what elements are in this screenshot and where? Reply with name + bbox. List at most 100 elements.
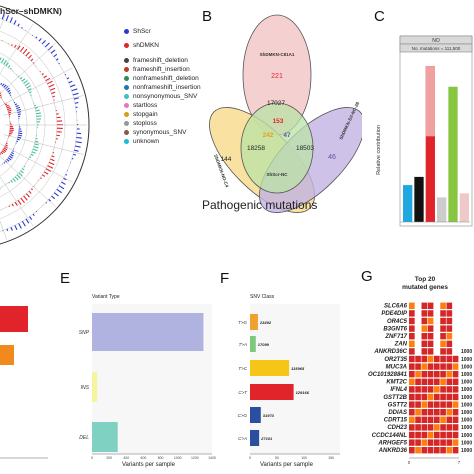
variant-legend-item: unknown [124, 137, 224, 146]
panel-f-bar [250, 407, 261, 423]
panel-c-letter: C [374, 8, 385, 25]
panel-g-cell [452, 302, 459, 309]
circos-mark [17, 113, 21, 116]
panel-g-cell [446, 378, 453, 385]
panel-g-cell [446, 348, 453, 355]
circos-mark [35, 109, 40, 112]
panel-f-legend-title: SNV Class [250, 294, 275, 300]
circos-mark [6, 158, 10, 162]
circos-mark [10, 180, 13, 183]
panel-g-chart: SLC6A6PDE4DIPOR4C5B3GNT6ZNF717ZANANKRD36… [368, 302, 472, 465]
panel-g-cell [440, 348, 446, 355]
panel-g-gene-label: PDE4DIP [381, 311, 408, 317]
panel-g-gene-label: CDRT15 [384, 418, 408, 424]
circos-mark [6, 228, 9, 231]
panel-f-category-label: C>A [238, 436, 247, 441]
panel-g-cell [440, 355, 446, 363]
panel-g-cell [434, 340, 440, 347]
panel-g-cell [452, 340, 459, 347]
circos-mark [25, 193, 30, 198]
circos-mark [23, 195, 28, 201]
panel-g-cell [452, 371, 459, 378]
panel-g-cell [409, 325, 415, 332]
circos-mark [63, 177, 67, 181]
legend-dot [124, 76, 129, 81]
panel-a-title: hScr–shDMKN) [0, 6, 62, 16]
circos-mark [48, 161, 55, 166]
circos-mark [0, 96, 2, 98]
panel-g-cell [427, 333, 434, 340]
circos-mark [49, 87, 56, 91]
panel-c-header: NO [432, 38, 440, 44]
circos-mark [51, 91, 56, 95]
panel-g-cell [409, 439, 415, 446]
circos-mark [19, 46, 25, 52]
legend-dot [124, 42, 129, 48]
circos-mark [10, 67, 12, 70]
legend-dot [124, 130, 129, 135]
panel-c-ylabel: Relative contribution [376, 125, 382, 175]
panel-g-cell [415, 363, 421, 370]
panel-g-cell [452, 439, 459, 446]
circos-mark [34, 143, 39, 146]
circos-mark [74, 145, 81, 148]
circos-mark [20, 197, 25, 204]
panel-g-gene-label: ZAN [394, 342, 408, 348]
circos-mark [5, 144, 8, 147]
circos-mark [36, 112, 41, 115]
panel-g-cell [427, 416, 434, 423]
panel-d-fragment [0, 270, 60, 474]
panel-c-chart: NO No. mutations = 111,500 Relative cont… [376, 35, 473, 227]
circos-mark [8, 155, 13, 159]
panel-g-cell [421, 310, 428, 317]
circos-mark [52, 95, 55, 98]
panel-d-bar-red [0, 306, 28, 332]
panel-g-cell [409, 416, 415, 423]
panel-c-bar [448, 86, 458, 222]
circos-mark [58, 185, 65, 190]
circos-mark [21, 78, 26, 82]
panel-g-right-label: 1000 [461, 433, 472, 439]
circos-mark [31, 188, 34, 191]
panel-e-legend-title: Variant Type [92, 294, 120, 300]
panel-g-cell [440, 416, 446, 423]
panel-g-cell [427, 317, 434, 325]
panel-f-value-label: 23492 [259, 320, 272, 325]
panel-g-right-label: 1000 [461, 364, 472, 370]
circos-mark [7, 65, 11, 68]
panel-g-cell [446, 401, 453, 408]
circos-sector-divider [0, 67, 73, 107]
panel-g-cell [446, 317, 453, 325]
panel-g-cell [446, 363, 453, 370]
panel-f-value-label: 31973 [263, 413, 275, 418]
panel-e-xtick: 800 [158, 456, 164, 460]
panel-e: E Variant Type SNP INS DEL 0 200 400 600 800 100… [60, 262, 220, 474]
panel-g-cell [440, 431, 446, 439]
circos-mark [73, 97, 79, 100]
circos-mark [35, 36, 38, 39]
panel-g-gene-label: OC101928841 [368, 372, 408, 378]
panel-g-cell [427, 325, 434, 332]
panel-f-bar [250, 384, 294, 400]
legend-label: stoploss [133, 120, 157, 127]
circos-mark [18, 132, 23, 135]
circos-mark [14, 103, 18, 106]
panel-b-letter: B [202, 8, 213, 25]
variant-legend-item: frameshift_insertion [124, 65, 224, 74]
circos-mark [8, 92, 12, 95]
circos-mark [16, 108, 22, 112]
panel-g-cell [434, 302, 440, 309]
panel-g-cell [421, 333, 428, 340]
panel-g-cell [415, 310, 421, 317]
panel-e-category-label: INS [81, 385, 90, 391]
circos-mark [17, 136, 22, 139]
panel-g-cell [446, 355, 453, 363]
circos-mark [75, 141, 82, 144]
circos-mark [1, 150, 5, 154]
circos-mark [42, 174, 46, 177]
panel-e-category-label: DEL [79, 435, 89, 441]
panel-g-cell [427, 371, 434, 378]
panel-f-category-label: T>A [239, 342, 247, 347]
panel-g-cell [440, 302, 446, 309]
panel-g-cell [452, 333, 459, 340]
